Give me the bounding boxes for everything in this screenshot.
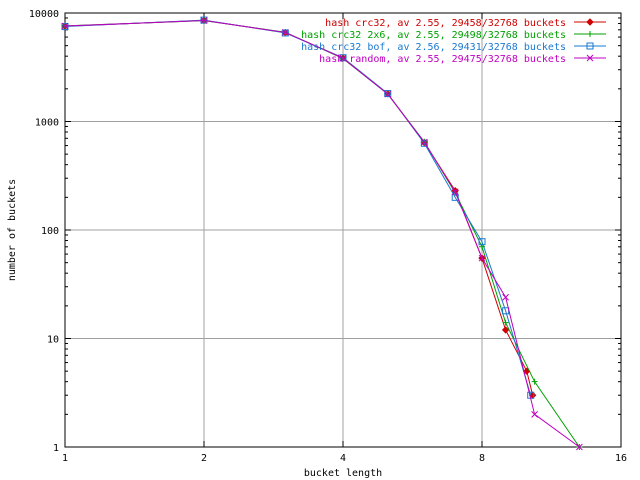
data-point-square: [451, 193, 459, 201]
series-1: [61, 16, 537, 399]
y-axis-label: number of buckets: [7, 179, 18, 281]
legend-label: hash crc32 2x6, av 2.55, 29498/32768 buc…: [301, 30, 566, 41]
legend-label: hash crc32, av 2.55, 29458/32768 buckets: [325, 18, 566, 29]
data-point-square: [478, 238, 486, 246]
series-2: [62, 17, 583, 450]
x-tick-label: 1: [62, 453, 68, 464]
data-point-x: [531, 410, 538, 418]
data-point-square: [586, 42, 594, 50]
data-point-x: [478, 254, 486, 262]
data-point-x: [281, 29, 289, 36]
x-tick-label: 4: [340, 453, 346, 464]
data-point-x: [502, 293, 509, 301]
data-point-x: [61, 22, 69, 30]
y-axis-ticks: 1 10 100 1000 10000: [29, 9, 621, 454]
data-point-x: [339, 54, 347, 62]
y-tick-label: 10000: [29, 9, 59, 20]
grid: [65, 13, 621, 447]
series-line: [64, 20, 580, 448]
data-point-square: [339, 54, 347, 62]
legend: hash crc32, av 2.55, 29458/32768 buckets…: [301, 18, 606, 65]
y-tick-label: 100: [41, 226, 59, 237]
data-point-square: [420, 139, 428, 147]
data-point-plus: [531, 378, 538, 385]
data-point-square: [61, 23, 69, 31]
data-point-x: [576, 443, 583, 451]
y-tick-label: 1: [53, 443, 59, 454]
data-point-square: [200, 16, 208, 24]
data-point-x: [420, 138, 428, 146]
data-point-x: [200, 17, 208, 24]
y-tick-label: 1000: [35, 118, 59, 129]
x-axis-ticks: 1 2 4 8 16: [62, 13, 627, 464]
legend-label: hash crc32 bof, av 2.56, 29431/32768 buc…: [301, 42, 566, 53]
data-point-plus: [502, 319, 509, 326]
series-layer: [61, 16, 583, 451]
data-point-square: [281, 29, 289, 37]
x-tick-label: 8: [479, 453, 485, 464]
data-point-square: [384, 90, 392, 98]
data-point-diamond: [586, 18, 594, 26]
legend-label: hash random, av 2.55, 29475/32768 bucket…: [319, 54, 566, 65]
x-tick-label: 2: [201, 453, 207, 464]
series-4: [61, 17, 583, 451]
y-tick-label: 10: [47, 335, 59, 346]
x-axis-label: bucket length: [304, 468, 382, 479]
data-point-x: [384, 90, 392, 98]
series-line: [64, 20, 580, 448]
x-tick-label: 16: [615, 453, 627, 464]
data-point-x: [451, 188, 459, 196]
data-point-diamond: [501, 326, 510, 334]
data-point-plus: [587, 31, 593, 37]
data-point-x: [586, 54, 594, 62]
